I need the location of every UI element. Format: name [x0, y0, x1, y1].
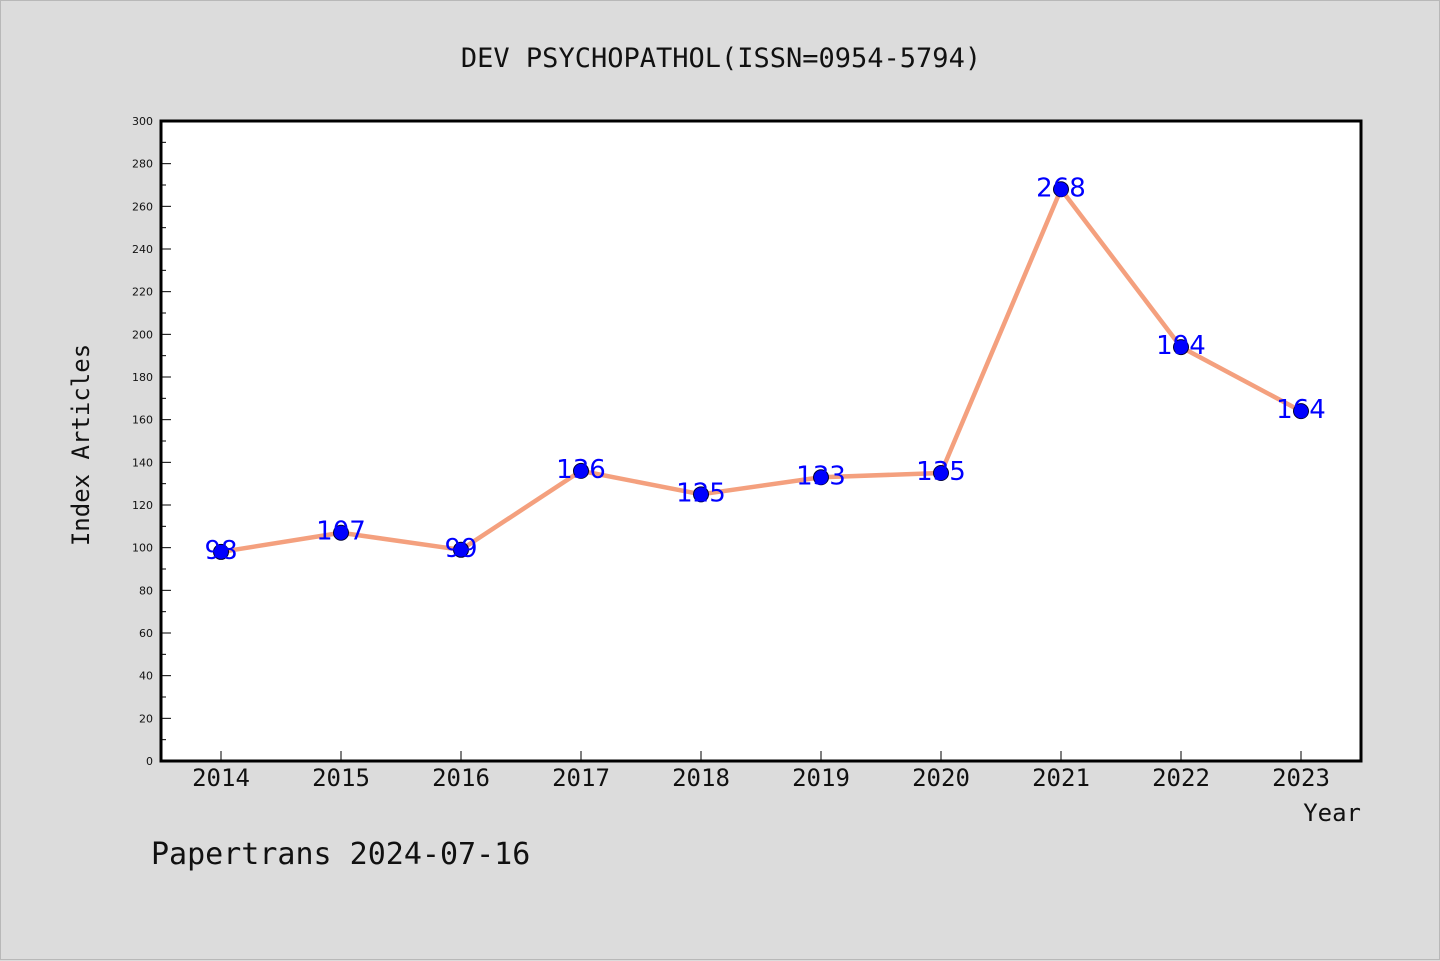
data-label: 98: [204, 536, 237, 566]
x-tick-label: 2020: [912, 764, 970, 792]
y-tick-label: 120: [132, 499, 153, 512]
data-point: [813, 469, 829, 486]
data-point: [933, 465, 949, 481]
y-tick-label: 140: [132, 456, 153, 469]
y-tick-label: 0: [146, 755, 153, 768]
data-point: [573, 462, 589, 479]
x-tick-label: 2014: [192, 764, 250, 792]
y-tick-label: 240: [132, 243, 153, 256]
y-tick-label: 80: [139, 584, 153, 597]
y-tick-label: 280: [132, 158, 153, 171]
data-labels: 98 107 99 136 125 133 135 268 194 164: [204, 173, 1325, 566]
data-label: 99: [444, 534, 477, 564]
footer-credit: Papertrans 2024-07-16: [151, 837, 530, 872]
series-line: [218, 187, 1304, 555]
y-tick-label: 200: [132, 328, 153, 341]
x-tick-label: 2021: [1032, 764, 1090, 792]
data-label: 136: [556, 455, 606, 485]
data-label: 133: [796, 461, 846, 491]
y-tick-label: 300: [132, 115, 153, 128]
plot-area: [161, 121, 1361, 761]
y-tick-label: 40: [139, 670, 153, 683]
y-tick-label: 100: [132, 542, 153, 555]
x-tick-label: 2023: [1272, 764, 1330, 792]
x-tick-label: 2022: [1152, 764, 1210, 792]
y-tick-label: 160: [132, 414, 153, 427]
x-tick-label: 2017: [552, 764, 610, 792]
y-tick-label: 60: [139, 627, 153, 640]
data-label: 107: [316, 517, 366, 547]
x-tick-label: 2015: [312, 764, 370, 792]
data-label: 164: [1276, 395, 1326, 425]
data-point: [1053, 181, 1069, 198]
y-tick-label: 180: [132, 371, 153, 384]
data-point: [333, 524, 349, 541]
data-points: [213, 181, 1309, 560]
data-label: 125: [676, 478, 726, 508]
data-point: [1293, 403, 1309, 420]
data-point: [213, 543, 229, 560]
data-point: [1173, 339, 1189, 356]
data-label: 194: [1156, 331, 1206, 361]
x-tick-label: 2019: [792, 764, 850, 792]
y-axis-label: Index Articles: [67, 344, 95, 546]
y-tick-label: 260: [132, 200, 153, 213]
data-label: 268: [1036, 173, 1086, 203]
data-label: 135: [916, 457, 966, 487]
x-tick-label: 2016: [432, 764, 490, 792]
data-point: [693, 486, 709, 503]
x-tick-label: 2018: [672, 764, 730, 792]
y-tick-label: 220: [132, 286, 153, 299]
x-axis-ticks: 2014 2015 2016 2017 2018 2019 2020 2021 2022 2023: [192, 751, 1330, 792]
y-tick-label: 20: [139, 712, 153, 725]
chart-title: DEV PSYCHOPATHOL(ISSN=0954-5794): [461, 43, 981, 74]
data-point: [453, 541, 469, 558]
x-axis-label: Year: [1303, 799, 1361, 827]
plot-border: [159, 119, 1363, 763]
y-axis-ticks: 0 20 40 60 80 100 120 140 160 180 200 220 240 260 280 3…: [132, 115, 171, 768]
